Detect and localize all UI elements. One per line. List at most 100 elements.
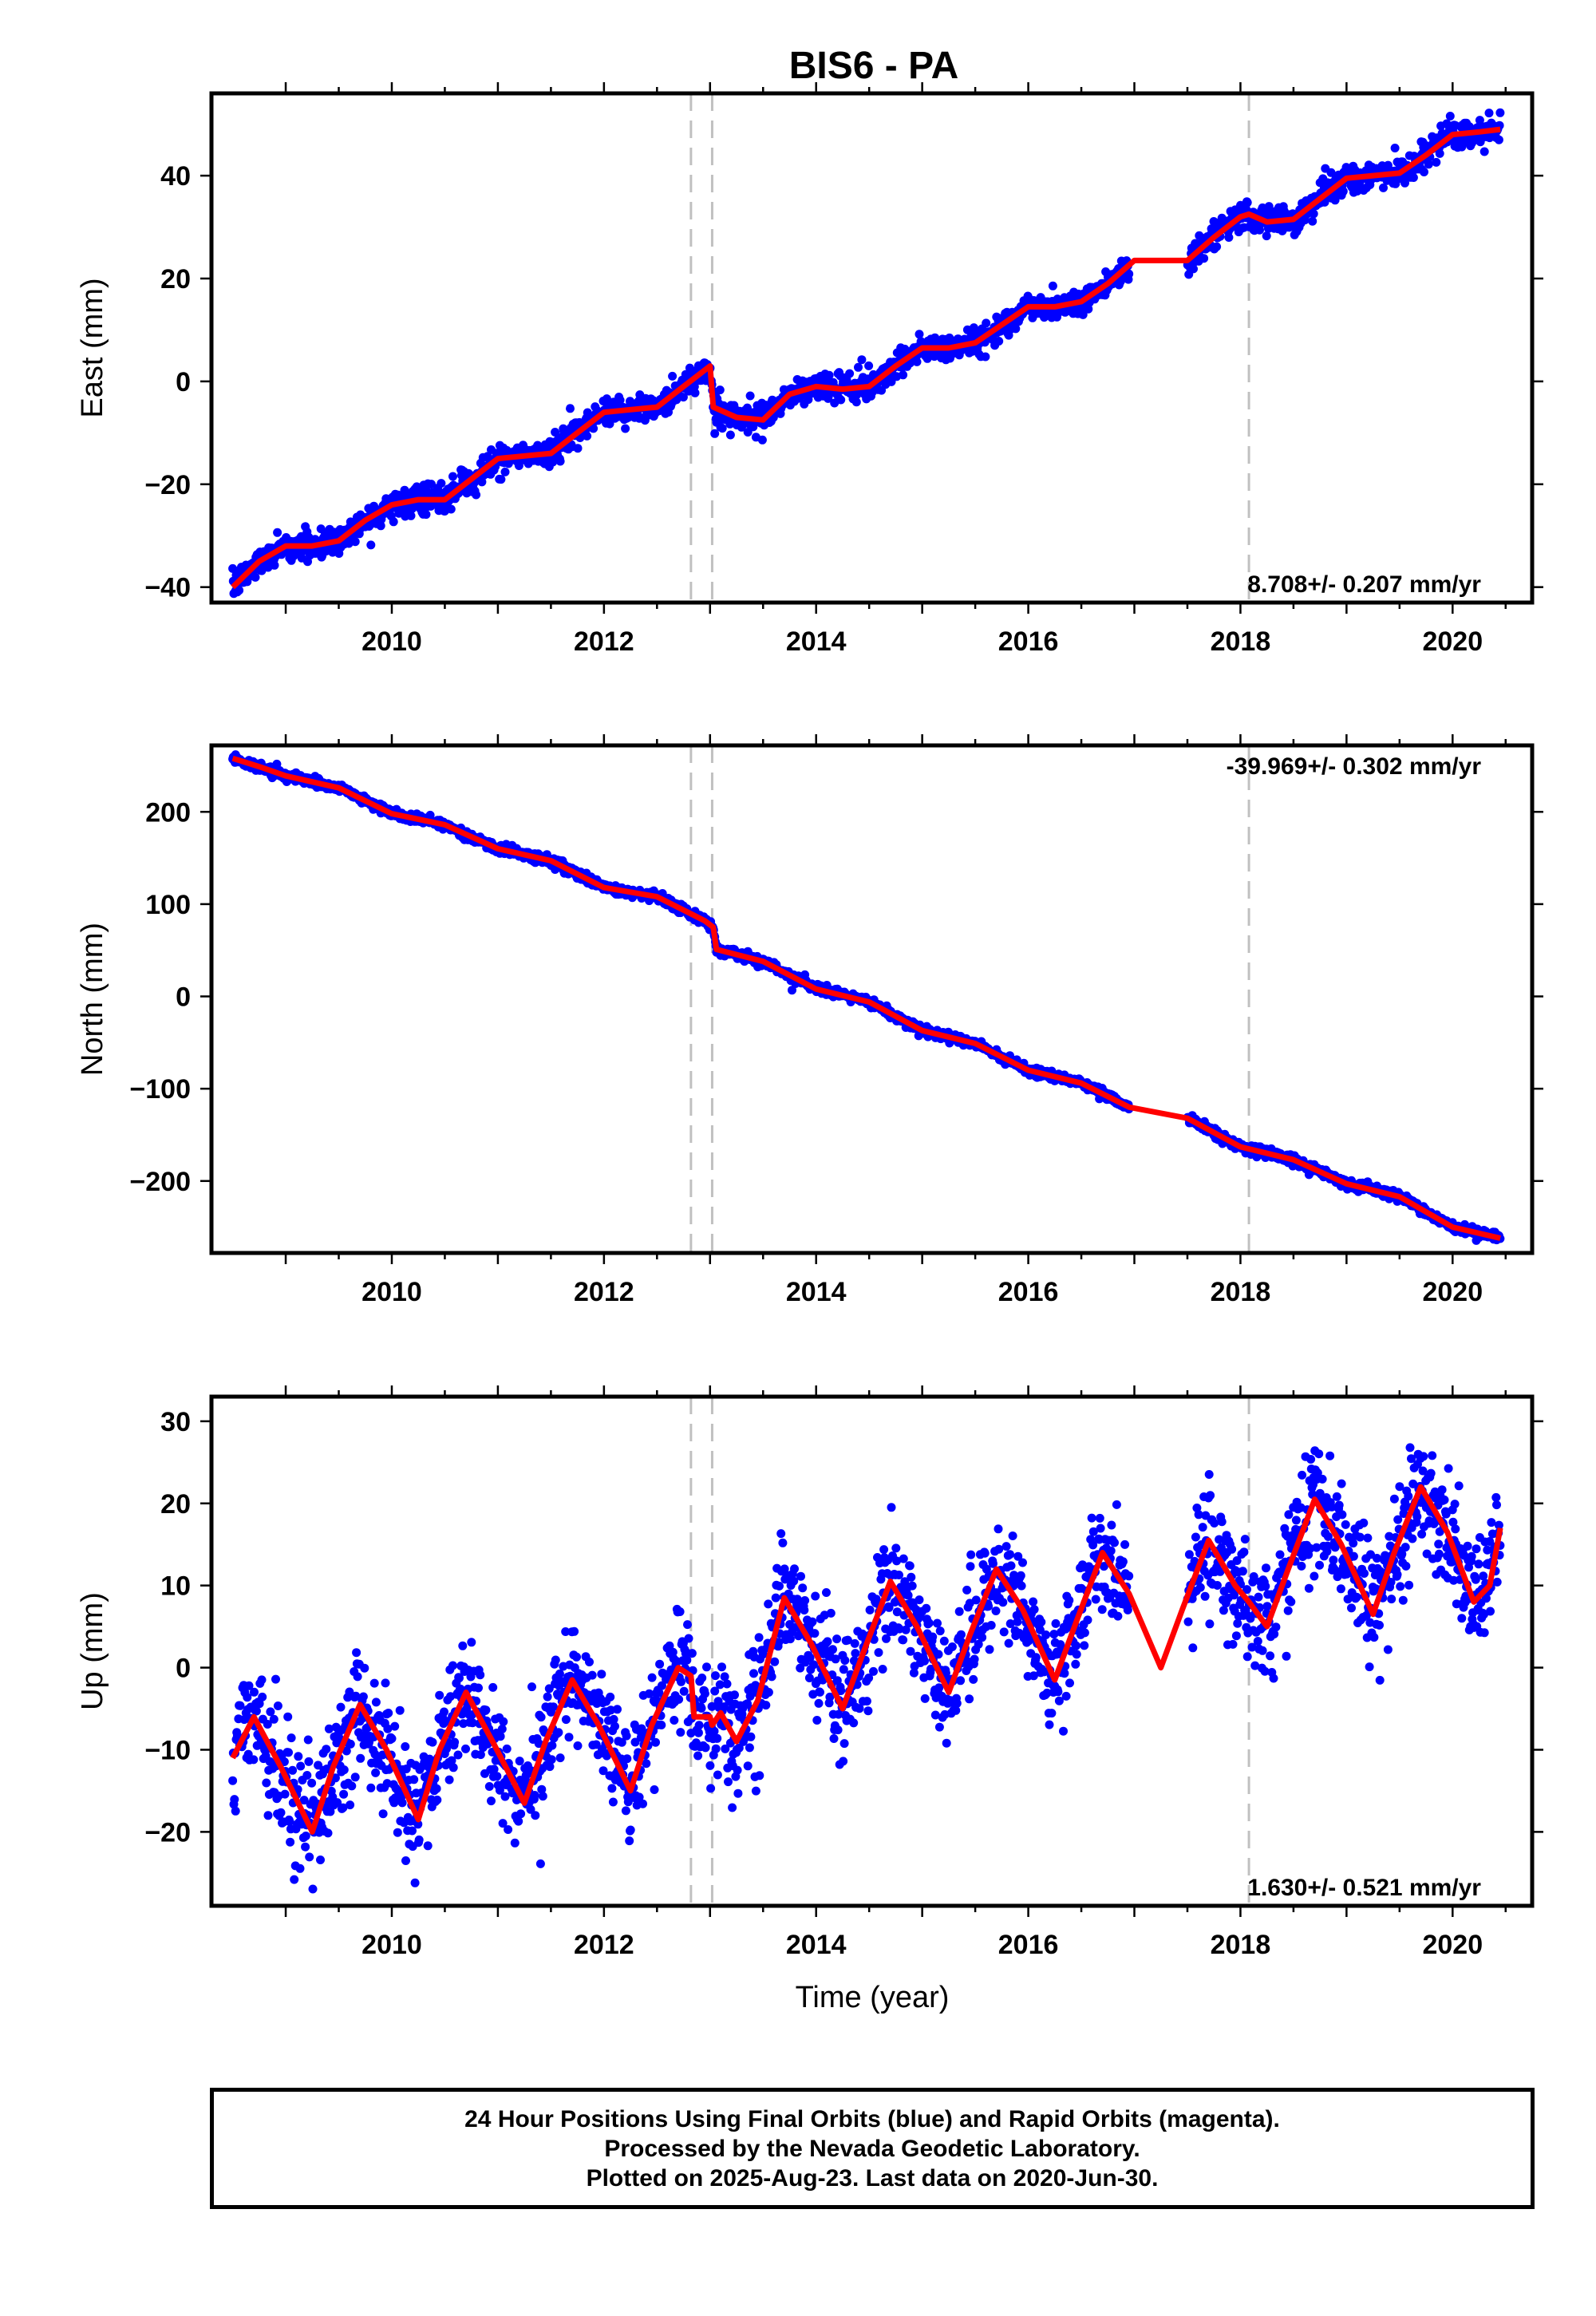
east-y-tick-label: 0 [176,367,191,397]
east-y-tick-label: 40 [160,161,191,192]
east-data-point [1408,173,1418,182]
up-data-point [448,1661,457,1670]
north-y-tick-label: 0 [176,982,191,1013]
up-data-point [572,1652,581,1662]
up-data-point [408,1826,417,1836]
east-data-point [1308,216,1317,226]
east-data-point [1338,187,1348,196]
up-data-point [527,1682,536,1692]
east-y-tick-label: −40 [144,573,191,603]
up-data-point [303,1735,313,1745]
east-x-tick-label: 2020 [1422,626,1483,657]
up-data-point [301,1842,310,1852]
east-data-point [551,428,560,437]
east-data-point [500,467,510,476]
north-x-tick-label: 2016 [998,1277,1059,1307]
east-data-point [981,352,990,362]
east-data-point [548,457,558,467]
up-data-point [369,1678,379,1688]
up-data-point [543,1692,552,1701]
east-data-point [857,355,867,365]
up-data-point [296,1761,306,1771]
up-data-point [371,1768,381,1777]
east-data-point [270,560,279,570]
up-data-point [555,1753,565,1763]
up-data-point [516,1809,526,1819]
up-data-point [547,1741,557,1750]
east-data-point [273,528,282,537]
up-data-point [286,1837,295,1847]
east-data-point [1445,112,1455,121]
up-data-point [381,1678,390,1688]
east-data-point [717,424,727,433]
east-data-point [1432,157,1441,167]
east-data-point [690,388,700,397]
up-data-point [467,1638,476,1647]
east-data-point [573,444,583,453]
up-data-point [302,1771,312,1780]
east-data-point [1309,209,1318,219]
up-data-point [401,1856,410,1865]
up-data-point [371,1697,381,1707]
up-data-point [554,1728,563,1737]
up-data-point [423,1841,433,1851]
up-data-point [346,1739,355,1749]
up-data-point [384,1709,393,1717]
up-data-point [409,1775,419,1784]
east-data-point [1224,233,1234,242]
up-data-point [476,1670,485,1680]
north-x-tick-label: 2018 [1211,1277,1271,1307]
up-data-point [339,1789,349,1799]
east-y-tick-label: 20 [160,264,191,294]
up-data-point [531,1811,540,1820]
up-data-point [432,1784,441,1793]
up-data-point [555,1669,564,1678]
figure-title: BIS6 - PA [789,45,958,87]
east-axis-label: East (mm) [76,278,109,417]
east-data-point [745,391,755,401]
north-x-tick-label: 2012 [574,1277,634,1307]
up-data-point [607,1784,617,1793]
up-data-point [356,1753,365,1763]
up-data-point [305,1852,314,1862]
east-data-point [1262,231,1271,241]
east-data-point [406,511,416,520]
east-data-point [912,357,922,366]
north-rate-label: -39.969+/- 0.302 mm/yr [1227,753,1482,780]
up-data-point [286,1733,296,1743]
up-data-point [564,1733,574,1742]
east-data-point [421,510,431,520]
east-data-point [448,472,457,481]
east-data-point [804,395,813,405]
up-data-point [535,1859,545,1868]
up-data-point [284,1748,293,1757]
up-data-point [301,1832,310,1840]
up-data-point [538,1792,547,1801]
up-data-point [304,1757,314,1766]
up-data-point [294,1752,303,1761]
east-data-point [1199,254,1209,263]
up-data-point [410,1878,420,1887]
up-data-point [276,1808,286,1817]
up-data-point [448,1763,458,1773]
up-data-point [393,1828,402,1837]
east-data-point [366,540,376,550]
east-data-point [472,490,481,500]
up-data-point [461,1744,470,1753]
up-data-point [235,1701,245,1710]
north-y-tick-label: 100 [145,890,191,920]
east-data-point [1390,144,1400,152]
up-data-point [308,1884,318,1894]
up-data-point [350,1773,360,1782]
up-data-point [285,1817,294,1826]
up-data-point [353,1672,362,1682]
east-data-point [994,337,1004,346]
up-data-point [510,1838,519,1848]
up-data-point [271,1674,280,1684]
east-x-tick-label: 2016 [998,626,1059,657]
up-data-point [515,1757,524,1766]
up-data-point [397,1798,407,1808]
up-data-point [428,1737,437,1747]
